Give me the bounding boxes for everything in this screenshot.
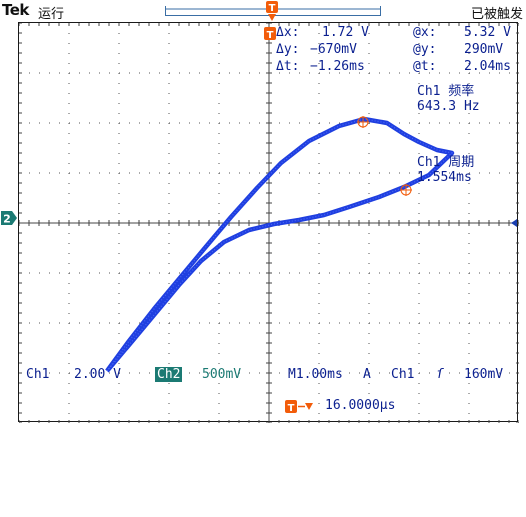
delta-t-label: Δt: [276,59,300,74]
timebase[interactable]: M1.00ms [288,367,343,382]
oscilloscope-display [18,22,519,423]
trigger-position-marker-icon[interactable]: T [265,0,279,24]
at-y-value: 290mV [464,42,504,57]
delta-t-value: −1.26ms [310,59,365,74]
ch2-reference-marker-icon[interactable]: 2 [0,210,18,226]
at-t-label: @t: [413,59,437,74]
trigger-position-value: 16.0000µs [325,398,396,413]
ch2-label[interactable]: Ch2 [155,367,183,382]
trigger-status: 已被触发 [470,7,523,22]
delta-y-label: Δy: [276,42,300,57]
measurement-frequency: Ch1 频率 643.3 Hz [417,80,480,114]
at-x-value: 5.32 V [464,25,511,40]
svg-text:T: T [288,403,295,414]
trigger-offset-icon: T [285,400,313,414]
lissajous-trace [105,116,455,373]
measurement-value: 1.554ms [417,170,472,185]
acquisition-status: 运行 [38,7,65,22]
measurement-label: Ch1 频率 [417,84,475,99]
trigger-t-icon: T [264,27,276,40]
delta-x-value: 1.72 V [322,25,369,40]
trigger-position-readout: T 16.0000µs [285,398,395,443]
trigger-slope-icon: ſ [436,367,444,382]
xy-trace [105,116,517,373]
svg-text:T: T [269,3,276,14]
top-status-bar: Tek 运行 T 已被触发 [0,0,526,22]
measurement-label: Ch1 周期 [417,155,475,170]
measurement-period: Ch1 周期 1.554ms [417,151,474,185]
trigger-level-marker-icon[interactable] [511,219,517,227]
delta-y-value: −670mV [310,42,357,57]
cursor-readout: T Δx: 1.72 V @x: 5.32 V Δy: −670mV @y: 2… [264,25,511,265]
measurement-value: 643.3 Hz [417,99,480,114]
cursor-marker-2-icon[interactable] [400,184,412,196]
at-x-label: @x: [413,25,437,40]
svg-text:2: 2 [3,213,11,226]
trigger-mode: A [363,367,371,382]
at-t-value: 2.04ms [464,59,511,74]
svg-text:T: T [267,30,274,40]
trigger-source[interactable]: Ch1 [391,367,415,382]
delta-x-label: Δx: [276,25,300,40]
ch2-scale: 500mV [202,367,242,382]
brand-logo: Tek [2,1,29,19]
channel-settings-bar: Ch1 2.00 V Ch2 500mV M1.00ms A Ch1 ſ 160… [26,367,503,517]
cursor-marker-1-icon[interactable] [357,116,369,128]
trigger-level[interactable]: 160mV [464,367,504,382]
at-y-label: @y: [413,42,437,57]
ch1-label[interactable]: Ch1 [26,367,50,382]
ch1-scale: 2.00 V [74,367,121,382]
